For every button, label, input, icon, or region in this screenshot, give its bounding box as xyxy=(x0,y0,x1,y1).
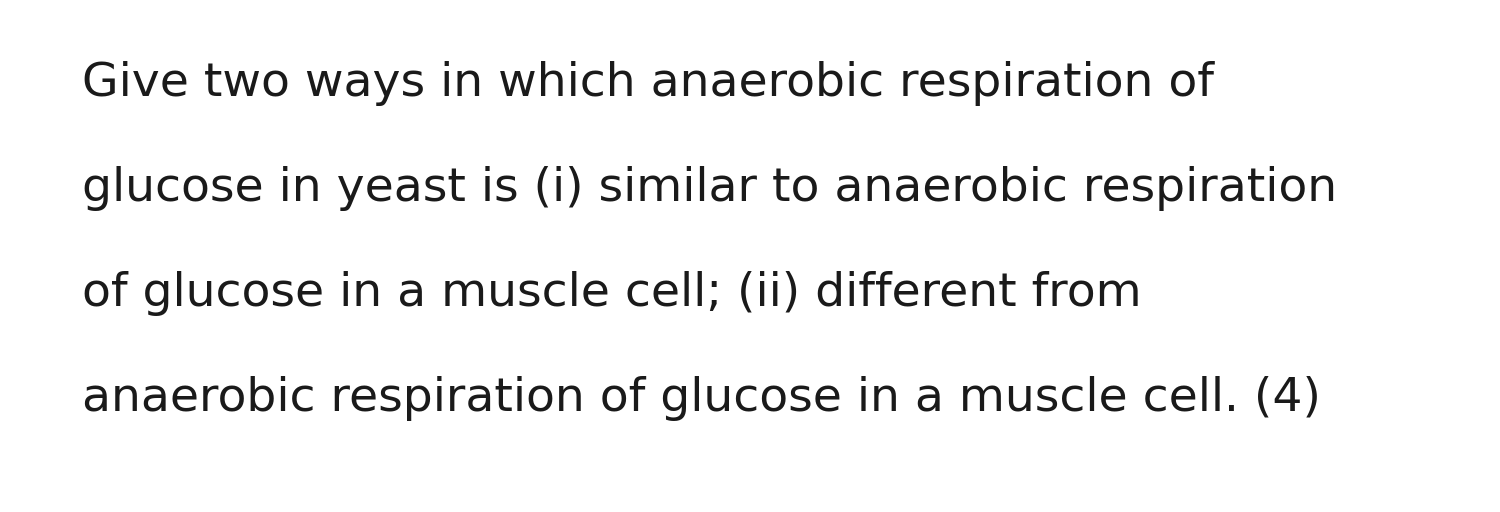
Text: of glucose in a muscle cell; (ii) different from: of glucose in a muscle cell; (ii) differ… xyxy=(82,271,1142,316)
Text: glucose in yeast is (i) similar to anaerobic respiration: glucose in yeast is (i) similar to anaer… xyxy=(82,166,1338,211)
Text: anaerobic respiration of glucose in a muscle cell. (4): anaerobic respiration of glucose in a mu… xyxy=(82,376,1322,421)
Text: Give two ways in which anaerobic respiration of: Give two ways in which anaerobic respira… xyxy=(82,61,1215,106)
